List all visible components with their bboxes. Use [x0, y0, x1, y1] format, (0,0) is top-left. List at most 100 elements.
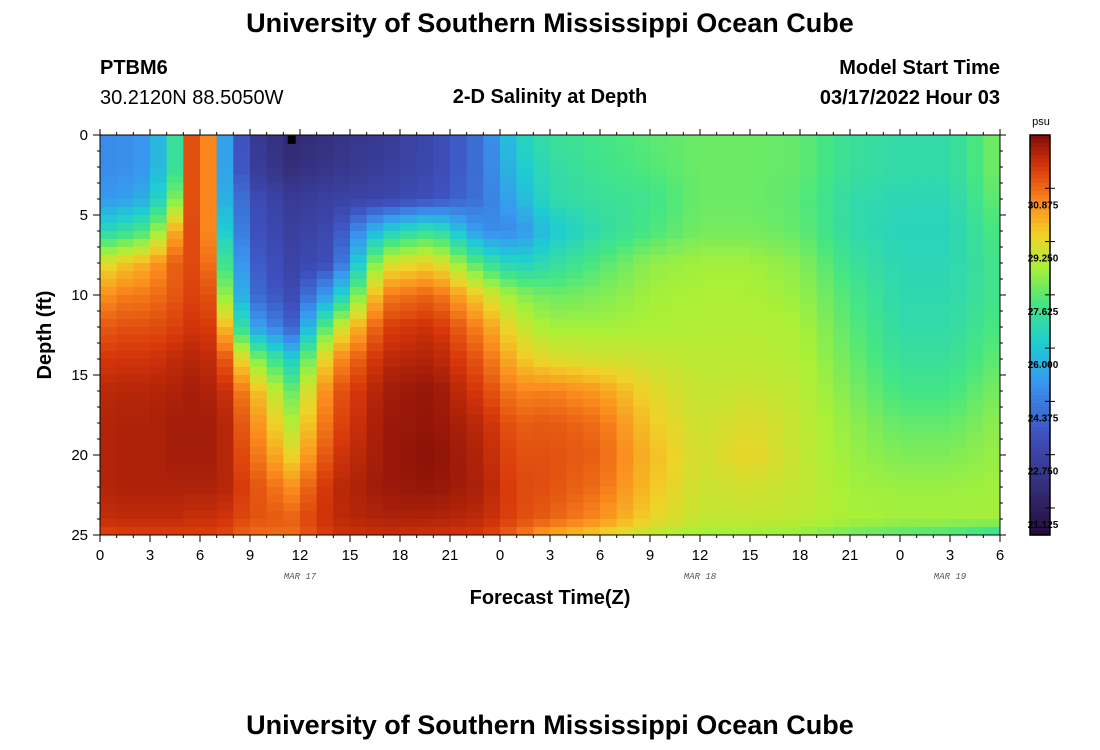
heatmap-cell — [116, 399, 134, 408]
heatmap-cell — [966, 303, 984, 312]
heatmap-cell — [133, 295, 151, 304]
heatmap-cell — [883, 319, 901, 328]
colorbar-segment — [1030, 515, 1050, 520]
heatmap-cell — [350, 247, 368, 256]
heatmap-cell — [766, 231, 784, 240]
heatmap-cell — [466, 239, 484, 248]
heatmap-cell — [683, 327, 701, 336]
heatmap-cell — [483, 519, 501, 528]
heatmap-cell — [233, 239, 251, 248]
heatmap-cell — [216, 183, 234, 192]
heatmap-cell — [533, 359, 551, 368]
heatmap-cell — [950, 511, 968, 520]
heatmap-cell — [283, 335, 301, 344]
heatmap-cell — [483, 343, 501, 352]
x-tick-label: 12 — [292, 547, 309, 564]
heatmap-cell — [600, 167, 618, 176]
heatmap-cell — [516, 527, 534, 535]
heatmap-cell — [800, 255, 818, 264]
heatmap-cell — [950, 183, 968, 192]
heatmap-cell — [633, 479, 651, 488]
heatmap-cell — [816, 343, 834, 352]
heatmap-cell — [466, 167, 484, 176]
heatmap-cell — [750, 439, 768, 448]
colorbar-segment — [1030, 423, 1050, 428]
heatmap-cell — [400, 151, 418, 160]
heatmap-cell — [966, 215, 984, 224]
colorbar-segment — [1030, 311, 1050, 316]
heatmap-cell — [200, 151, 218, 160]
heatmap-cell — [900, 487, 918, 496]
heatmap-cell — [100, 455, 118, 464]
heatmap-cell — [366, 375, 384, 384]
heatmap-cell — [600, 415, 618, 424]
heatmap-cell — [283, 207, 301, 216]
heatmap-cell — [900, 391, 918, 400]
colorbar-segment — [1030, 347, 1050, 352]
heatmap-cell — [833, 399, 851, 408]
heatmap-cell — [550, 143, 568, 152]
heatmap-cell — [733, 383, 751, 392]
heatmap-cell — [683, 335, 701, 344]
heatmap-cell — [216, 207, 234, 216]
heatmap-cell — [533, 487, 551, 496]
heatmap-cell — [750, 159, 768, 168]
heatmap-cell — [400, 431, 418, 440]
heatmap-cell — [366, 319, 384, 328]
heatmap-cell — [100, 191, 118, 200]
heatmap-cell — [300, 207, 318, 216]
heatmap-cell — [183, 151, 201, 160]
heatmap-cell — [100, 199, 118, 208]
heatmap-cell — [483, 359, 501, 368]
heatmap-cell — [650, 439, 668, 448]
heatmap-cell — [150, 463, 168, 472]
heatmap-cell — [700, 359, 718, 368]
heatmap-cell — [883, 167, 901, 176]
heatmap-cell — [650, 199, 668, 208]
heatmap-cell — [216, 327, 234, 336]
heatmap-cell — [283, 343, 301, 352]
heatmap-cell — [766, 303, 784, 312]
heatmap-cell — [433, 423, 451, 432]
heatmap-cell — [366, 255, 384, 264]
x-tick-label: 6 — [996, 547, 1004, 564]
heatmap-cell — [666, 151, 684, 160]
heatmap-cell — [150, 183, 168, 192]
heatmap-cell — [333, 255, 351, 264]
heatmap-cell — [883, 519, 901, 528]
heatmap-cell — [116, 255, 134, 264]
heatmap-cell — [883, 503, 901, 512]
heatmap-cell — [716, 223, 734, 232]
heatmap-cell — [833, 143, 851, 152]
heatmap-cell — [266, 447, 284, 456]
heatmap-cell — [716, 167, 734, 176]
heatmap-cell — [616, 255, 634, 264]
heatmap-cell — [600, 527, 618, 535]
colorbar-segment — [1030, 191, 1050, 196]
heatmap-cell — [216, 199, 234, 208]
heatmap-cell — [400, 287, 418, 296]
heatmap-cell — [250, 215, 268, 224]
heatmap-cell — [366, 479, 384, 488]
heatmap-cell — [816, 263, 834, 272]
heatmap-cell — [200, 367, 218, 376]
heatmap-cell — [400, 367, 418, 376]
heatmap-cell — [516, 167, 534, 176]
heatmap-cell — [816, 135, 834, 144]
heatmap-cell — [966, 375, 984, 384]
heatmap-cell — [950, 151, 968, 160]
heatmap-cell — [983, 279, 1000, 288]
heatmap-cell — [100, 295, 118, 304]
heatmap-cell — [366, 519, 384, 528]
heatmap-cell — [583, 327, 601, 336]
heatmap-cell — [633, 407, 651, 416]
heatmap-cell — [133, 407, 151, 416]
heatmap-cell — [916, 367, 934, 376]
heatmap-cell — [266, 495, 284, 504]
heatmap-cell — [100, 439, 118, 448]
heatmap-cell — [283, 151, 301, 160]
heatmap-cell — [150, 271, 168, 280]
heatmap-cell — [700, 175, 718, 184]
heatmap-cell — [516, 311, 534, 320]
heatmap-cell — [333, 391, 351, 400]
